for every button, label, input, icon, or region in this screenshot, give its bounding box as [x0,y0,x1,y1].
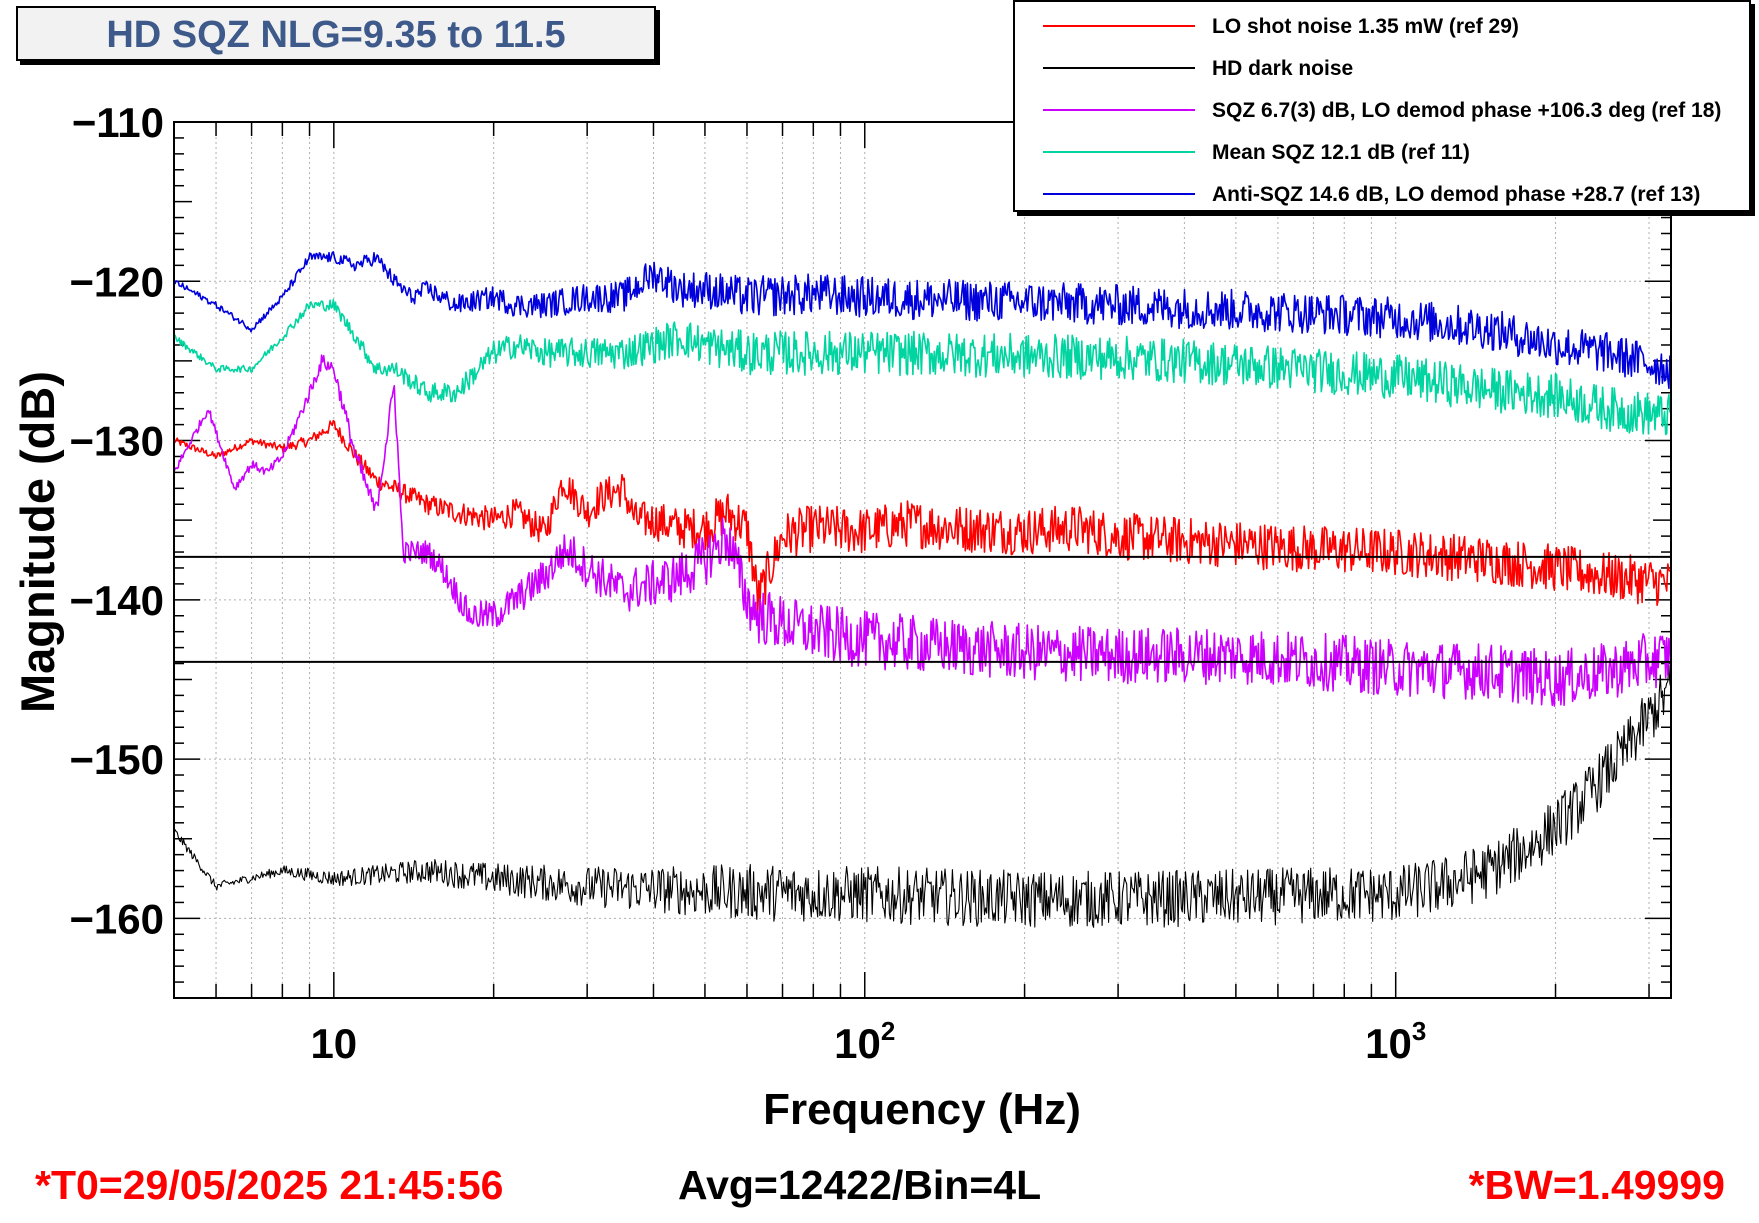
legend-entry: LO shot noise 1.35 mW (ref 29) [1015,6,1749,46]
footer-t0: *T0=29/05/2025 21:45:56 [35,1162,504,1208]
y-tick-label: −130 [69,418,164,465]
series-line [173,419,1672,612]
y-tick-label: −140 [69,577,164,624]
legend-label: LO shot noise 1.35 mW (ref 29) [1212,15,1519,38]
chart-title-box: HD SQZ NLG=9.35 to 11.5 [16,6,656,61]
y-tick-labels: −110 −120 −130 −140 −150 −160 [69,99,164,942]
legend-entry: Mean SQZ 12.1 dB (ref 11) [1015,132,1749,172]
x-tick-label: 10 [310,1020,357,1067]
footer-avg: Avg=12422/Bin=4L [678,1162,1042,1208]
legend-entry: HD dark noise [1015,48,1749,88]
series-line [173,354,1672,707]
series-line [173,251,1672,390]
x-axis-label: Frequency (Hz) [763,1085,1081,1134]
legend-label: HD dark noise [1212,57,1354,80]
legend-label: SQZ 6.7(3) dB, LO demod phase +106.3 deg… [1212,99,1722,122]
series-line [173,665,1672,928]
legend-swatch [1043,151,1195,153]
legend-swatch [1043,109,1195,111]
y-axis-label: Magnitude (dB) [11,371,64,713]
chart-title: HD SQZ NLG=9.35 to 11.5 [106,14,566,56]
legend-entry: Anti-SQZ 14.6 dB, LO demod phase +28.7 (… [1015,174,1749,214]
plot-frame [173,121,1672,999]
series-group [173,251,1672,928]
x-tick-labels: 10 102 103 [310,1016,1426,1067]
legend-swatch [1043,193,1195,195]
x-tick-label: 103 [1365,1016,1426,1067]
legend: LO shot noise 1.35 mW (ref 29) HD dark no… [1013,0,1751,212]
y-tick-label: −160 [69,895,164,942]
footer-bandwidth: *BW=1.49999 [1468,1162,1725,1208]
y-tick-label: −150 [69,736,164,783]
reference-lines [174,555,1671,663]
legend-swatch [1043,67,1195,69]
legend-label: Mean SQZ 12.1 dB (ref 11) [1212,141,1470,164]
y-tick-label: −120 [69,258,164,305]
series-line [173,298,1672,436]
x-tick-label: 102 [834,1016,895,1067]
legend-label: Anti-SQZ 14.6 dB, LO demod phase +28.7 (… [1212,183,1701,206]
legend-swatch [1043,25,1195,27]
legend-entry: SQZ 6.7(3) dB, LO demod phase +106.3 deg… [1015,90,1749,130]
y-tick-label: −110 [72,99,164,146]
